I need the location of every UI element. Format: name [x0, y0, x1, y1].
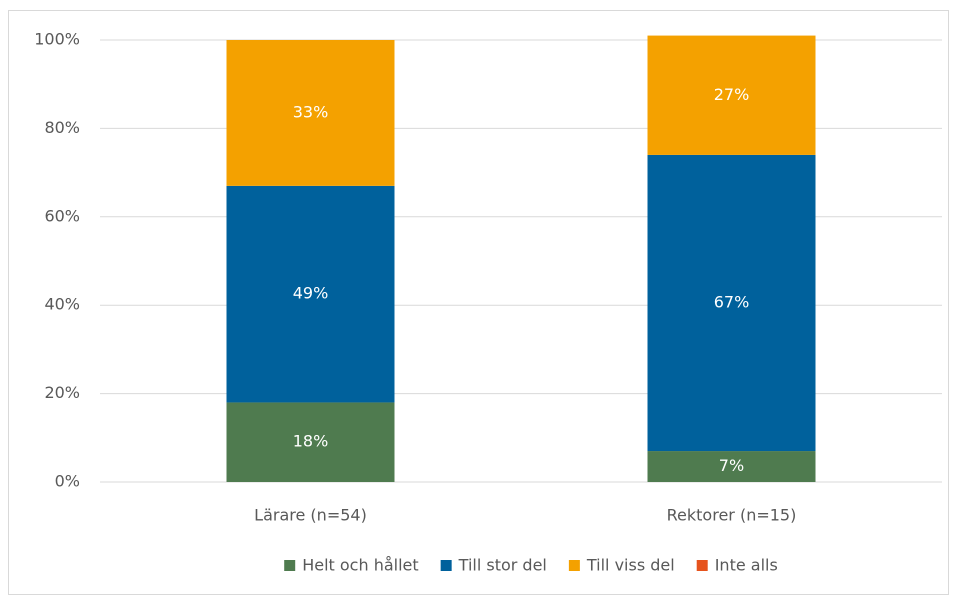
- data-label: 18%: [293, 432, 329, 451]
- legend-swatch: [440, 560, 452, 571]
- x-tick-label: Lärare (n=54): [254, 506, 367, 525]
- legend-label: Helt och hållet: [302, 556, 418, 575]
- bar-segment: [647, 35, 816, 155]
- legend-label: Till viss del: [586, 556, 675, 575]
- data-label: 33%: [293, 102, 329, 121]
- bar-segment: [226, 185, 395, 403]
- bar-segment: [647, 451, 816, 482]
- y-tick-label: 60%: [44, 206, 80, 225]
- x-tick-label: Rektorer (n=15): [667, 506, 797, 525]
- y-tick-label: 80%: [44, 118, 80, 137]
- y-tick-label: 40%: [44, 295, 80, 314]
- legend-swatch: [284, 560, 296, 571]
- legend-label: Till stor del: [458, 556, 547, 575]
- data-label: 49%: [293, 284, 329, 303]
- bar-segment: [226, 402, 395, 482]
- y-tick-label: 20%: [44, 383, 80, 402]
- bar-segment: [226, 40, 395, 186]
- y-tick-label: 0%: [55, 472, 80, 491]
- legend-swatch: [696, 560, 708, 571]
- y-tick-label: 100%: [34, 30, 80, 49]
- bar-segment: [647, 154, 816, 452]
- legend-swatch: [568, 560, 580, 571]
- data-label: 27%: [714, 85, 750, 104]
- data-label: 7%: [719, 456, 744, 475]
- legend-label: Inte alls: [715, 556, 778, 575]
- data-label: 67%: [714, 292, 750, 311]
